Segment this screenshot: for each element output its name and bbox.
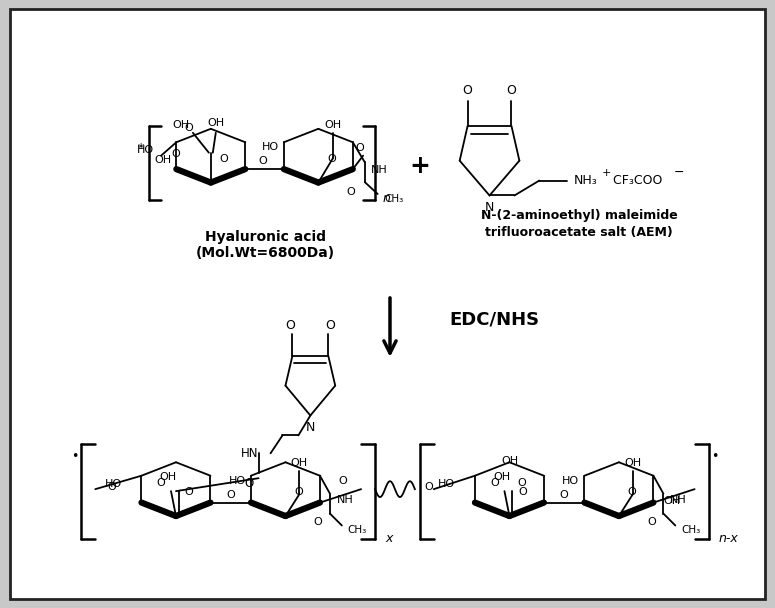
Text: OH: OH <box>663 496 680 506</box>
Text: OH: OH <box>291 458 308 468</box>
Text: CH₃: CH₃ <box>384 194 404 204</box>
Text: O: O <box>244 477 253 489</box>
Text: EDC/NHS: EDC/NHS <box>449 311 540 329</box>
FancyBboxPatch shape <box>10 9 765 599</box>
Text: n: n <box>383 192 391 205</box>
Text: NH₃: NH₃ <box>574 174 598 187</box>
Text: OH: OH <box>325 120 342 130</box>
Text: HO: HO <box>105 478 122 489</box>
Text: OH: OH <box>160 472 177 482</box>
Text: O: O <box>628 487 636 497</box>
Text: HO: HO <box>563 475 580 486</box>
Text: •: • <box>71 450 78 463</box>
Text: −: − <box>673 166 684 179</box>
Text: NH: NH <box>337 494 353 505</box>
Text: O: O <box>258 156 267 166</box>
Text: O: O <box>184 487 193 497</box>
Text: HO: HO <box>262 142 279 152</box>
Text: OH: OH <box>207 118 224 128</box>
Text: O: O <box>219 154 228 164</box>
Text: CH₃: CH₃ <box>681 525 701 536</box>
Text: NH: NH <box>370 165 388 175</box>
Text: •: • <box>711 450 718 463</box>
Text: N: N <box>305 421 315 434</box>
Text: HO: HO <box>137 145 154 155</box>
Text: O: O <box>463 85 473 97</box>
Text: O: O <box>338 476 347 486</box>
Text: N-(2-aminoethyl) maleimide: N-(2-aminoethyl) maleimide <box>480 209 677 222</box>
Text: O: O <box>517 478 525 488</box>
Text: HN: HN <box>241 447 259 460</box>
Text: O: O <box>425 482 433 492</box>
Text: O: O <box>356 143 364 153</box>
Text: O: O <box>507 85 516 97</box>
Text: O: O <box>518 487 527 497</box>
Text: NH: NH <box>670 494 687 505</box>
Text: N: N <box>485 201 494 214</box>
Text: Hyaluronic acid
(Mol.Wt=6800Da): Hyaluronic acid (Mol.Wt=6800Da) <box>196 230 335 260</box>
Text: +: + <box>602 168 611 178</box>
Text: HO: HO <box>229 475 246 486</box>
Text: O: O <box>157 478 165 488</box>
Text: O: O <box>647 517 656 528</box>
Text: O: O <box>171 149 180 159</box>
Text: O: O <box>107 482 116 492</box>
Text: +: + <box>409 154 430 178</box>
Text: O: O <box>294 487 303 497</box>
Text: OH: OH <box>625 458 642 468</box>
Text: O: O <box>346 187 355 197</box>
Text: O: O <box>327 154 336 164</box>
Text: O: O <box>490 478 499 488</box>
Text: O: O <box>226 489 235 500</box>
Text: *: * <box>138 142 144 155</box>
Text: OH: OH <box>493 472 510 482</box>
Text: n-x: n-x <box>718 533 739 545</box>
Text: CF₃COO: CF₃COO <box>609 174 663 187</box>
Text: trifluoroacetate salt (AEM): trifluoroacetate salt (AEM) <box>485 226 673 239</box>
Text: HO: HO <box>438 478 455 489</box>
Text: O: O <box>184 123 193 133</box>
Text: CH₃: CH₃ <box>348 525 367 536</box>
Text: OH: OH <box>501 456 518 466</box>
Text: OH: OH <box>172 120 190 130</box>
Text: O: O <box>560 489 569 500</box>
Text: O: O <box>285 319 295 333</box>
Text: O: O <box>326 319 336 333</box>
Text: x: x <box>385 533 392 545</box>
Text: O: O <box>314 517 322 528</box>
Text: OH: OH <box>154 155 171 165</box>
